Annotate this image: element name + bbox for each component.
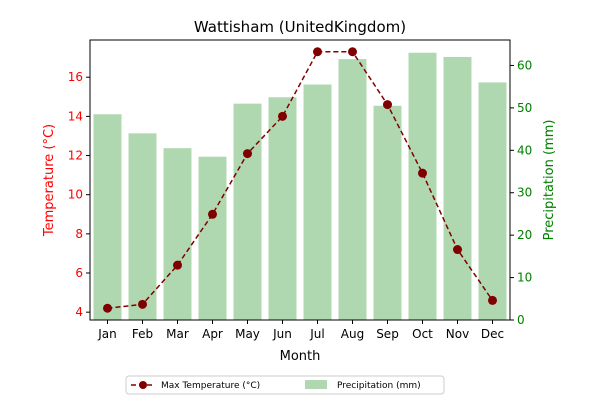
- precipitation-bar-mar: [163, 148, 192, 320]
- x-tick-label: Apr: [202, 327, 223, 341]
- temperature-point-sep: [383, 100, 392, 110]
- x-tick-label: May: [235, 327, 260, 341]
- x-axis: Jan Feb Mar Apr May Jun Jul Aug Sep Oct Nov Dec: [97, 320, 504, 341]
- plot-frame: [89, 39, 511, 321]
- precipitation-bars: [93, 52, 507, 321]
- temperature-point-may: [243, 149, 252, 159]
- temperature-point-jun: [278, 111, 287, 121]
- temperature-point-mar: [173, 260, 182, 270]
- precipitation-bar-jan: [93, 114, 122, 320]
- x-tick-label: Feb: [132, 327, 153, 341]
- temperature-point-oct: [418, 168, 427, 178]
- y-axis-right: 0 10 20 30 40 50 60: [510, 58, 532, 327]
- y-right-tick-label: 60: [517, 58, 532, 72]
- y-left-tick-label: 16: [68, 70, 83, 84]
- temperature-point-jan: [103, 303, 112, 313]
- temperature-series-line: [107, 50, 494, 309]
- y-left-tick-label: 12: [68, 149, 83, 163]
- y-axis-left-label: Temperature (°C): [42, 124, 57, 237]
- x-axis-label: Month: [280, 349, 321, 364]
- precipitation-bar-jul: [303, 84, 332, 320]
- x-tick-label: Dec: [481, 327, 504, 341]
- y-left-tick-label: 14: [68, 109, 83, 123]
- temperature-line: [107, 50, 494, 309]
- precipitation-bar-may: [233, 103, 262, 321]
- y-left-tick-label: 8: [75, 227, 83, 241]
- x-tick-label: Aug: [341, 327, 364, 341]
- precipitation-bar-sep: [373, 105, 402, 321]
- x-tick-label: Jan: [97, 327, 117, 341]
- x-tick-label: Sep: [376, 327, 399, 341]
- y-right-tick-label: 40: [517, 143, 532, 157]
- y-left-tick-label: 4: [75, 305, 83, 319]
- temperature-point-feb: [138, 299, 147, 309]
- precipitation-bar-nov: [443, 56, 472, 320]
- legend-box: [125, 375, 445, 395]
- y-right-tick-label: 20: [517, 228, 532, 242]
- legend-label-temperature: Max Temperature (°C): [161, 381, 260, 391]
- x-tick-label: Jun: [272, 327, 292, 341]
- y-left-tick-label: 6: [75, 266, 83, 280]
- temperature-point-jul: [313, 47, 322, 57]
- y-right-tick-label: 30: [517, 186, 532, 200]
- x-tick-label: Oct: [412, 327, 433, 341]
- temperature-point-dec: [488, 295, 497, 305]
- temperature-point-aug: [348, 47, 357, 57]
- y-right-tick-label: 50: [517, 101, 532, 115]
- y-right-tick-label: 0: [517, 313, 525, 327]
- precipitation-bar-oct: [408, 52, 437, 321]
- temperature-points: [103, 47, 497, 313]
- x-tick-label: Jul: [309, 327, 324, 341]
- y-left-tick-label: 10: [68, 188, 83, 202]
- precipitation-bar-dec: [478, 82, 507, 320]
- precipitation-bar-feb: [128, 133, 157, 320]
- y-axis-right-label: Precipitation (mm): [542, 120, 557, 241]
- legend: Max Temperature (°C) Precipitation (mm): [125, 375, 445, 395]
- legend-bar-marker: [305, 380, 327, 389]
- temperature-point-apr: [208, 209, 217, 219]
- chart-title: Wattisham (UnitedKingdom): [194, 18, 406, 36]
- precipitation-bar-apr: [198, 156, 227, 320]
- legend-point-marker: [139, 381, 147, 389]
- precipitation-bar-jun: [268, 97, 297, 320]
- y-right-tick-label: 10: [517, 271, 532, 285]
- precipitation-bar-aug: [338, 59, 367, 320]
- y-axis-left: 4 6 8 10 12 14 16: [68, 70, 90, 319]
- x-tick-label: Nov: [446, 327, 469, 341]
- temperature-point-nov: [453, 245, 462, 255]
- x-tick-label: Mar: [166, 327, 189, 341]
- legend-label-precipitation: Precipitation (mm): [337, 381, 421, 391]
